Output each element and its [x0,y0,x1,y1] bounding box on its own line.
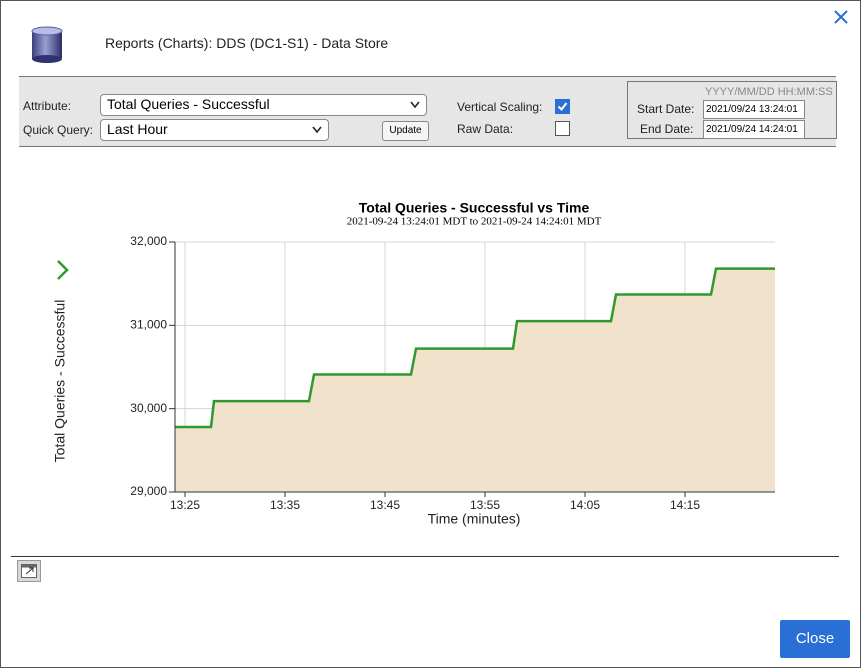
update-button[interactable]: Update [382,121,429,141]
x-tick-label: 14:15 [670,498,700,512]
quick-query-label: Quick Query: [23,123,94,137]
x-axis-label: Time (minutes) [428,511,521,527]
attribute-value: Total Queries - Successful [107,96,270,112]
y-tick-label: 30,000 [130,401,167,415]
y-tick-label: 29,000 [130,484,167,498]
database-icon [31,26,63,63]
raw-data-checkbox[interactable] [555,121,570,136]
divider [11,556,839,557]
x-tick-label: 13:45 [370,498,400,512]
close-icon[interactable] [833,9,849,25]
date-format: YYYY/MM/DD HH:MM:SS [705,86,833,98]
close-button[interactable]: Close [780,620,850,658]
chart-title: Total Queries - Successful vs Time [359,200,590,216]
check-mark [557,102,568,112]
y-axis-label: Total Queries - Successful [52,300,68,463]
raw-data-label: Raw Data: [457,122,514,136]
dialog-title: Reports (Charts): DDS (DC1-S1) - Data St… [105,35,389,51]
expand-icon[interactable] [17,560,41,582]
vertical-scaling-label: Vertical Scaling: [457,100,543,114]
date-range-box: YYYY/MM/DD HH:MM:SS Start Date: 2021/09/… [627,81,837,139]
attribute-select[interactable]: Total Queries - Successful [100,94,427,116]
quick-query-value: Last Hour [107,121,168,137]
start-date-label: Start Date: [637,102,695,116]
y-tick-label: 32,000 [130,234,167,248]
toolbar: Attribute: Total Queries - Successful Qu… [19,76,837,147]
y-tick-label: 31,000 [130,318,167,332]
end-date-label: End Date: [640,122,694,136]
area [175,268,775,492]
chart-subtitle: 2021-09-24 13:24:01 MDT to 2021-09-24 14… [347,216,602,228]
collapse-chevron[interactable] [57,260,69,280]
x-tick-label: 13:35 [270,498,300,512]
line [175,267,775,429]
start-date-input[interactable]: 2021/09/24 13:24:01 [703,100,805,119]
x-tick-label: 13:55 [470,498,500,512]
x-tick-label: 13:25 [170,498,200,512]
dropdown-arrow [410,101,420,109]
x-tick-label: 14:05 [570,498,600,512]
quick-query-select[interactable]: Last Hour [100,119,329,141]
end-date-input[interactable]: 2021/09/24 14:24:01 [703,120,805,139]
vertical-scaling-checkbox[interactable] [555,99,570,114]
attribute-label: Attribute: [23,99,72,113]
dropdown-arrow [312,126,322,134]
